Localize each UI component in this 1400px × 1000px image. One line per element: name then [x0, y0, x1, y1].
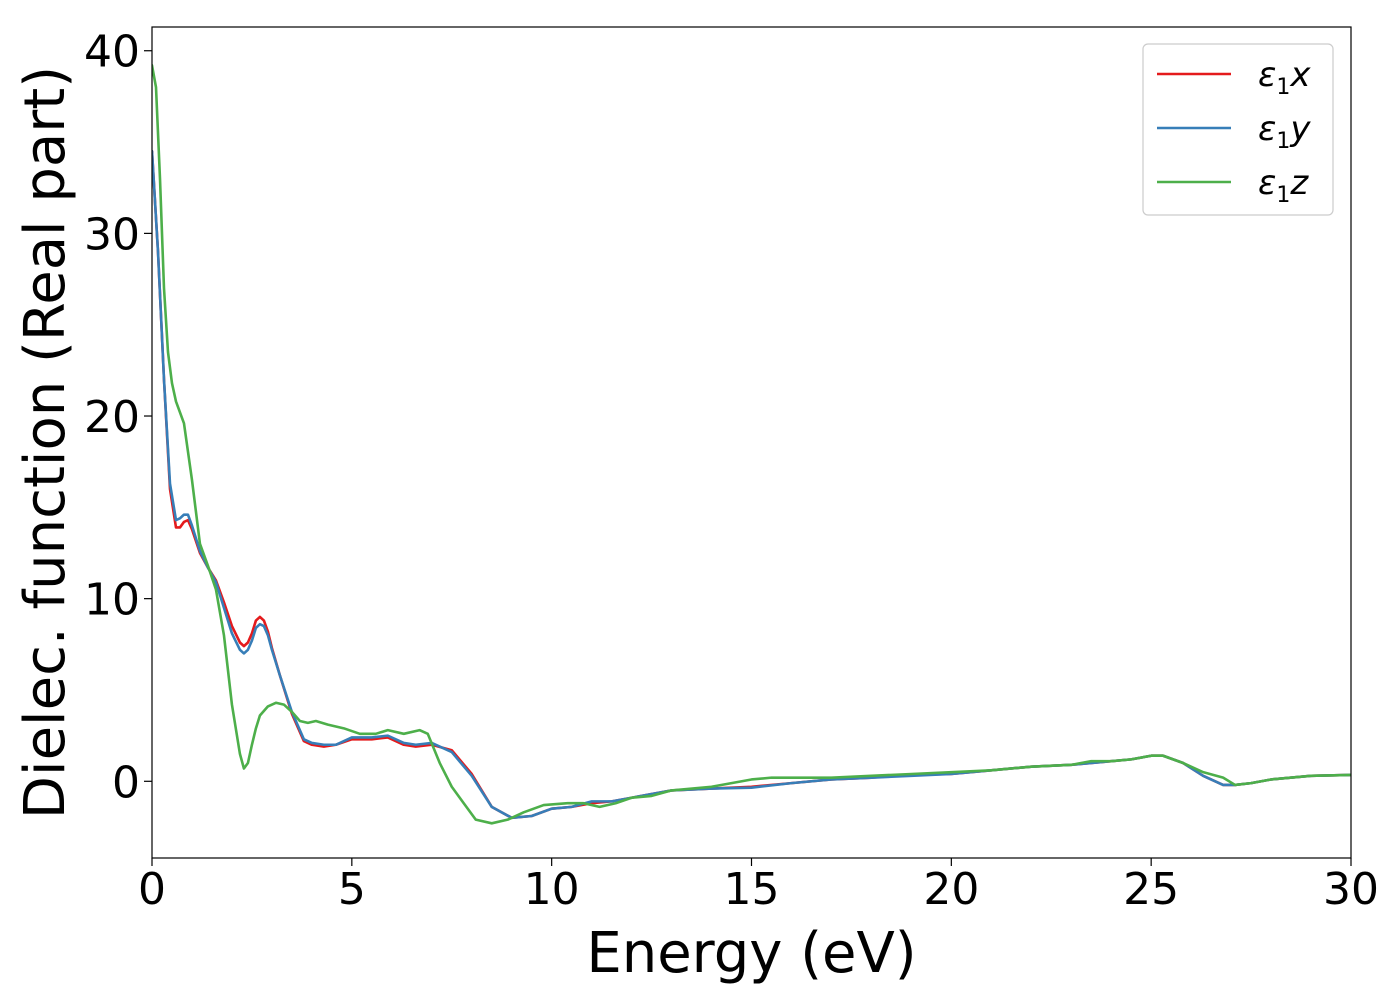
series-line-x [152, 149, 1351, 820]
legend-box [1142, 43, 1334, 216]
legend-label-y: ε1y [1258, 109, 1311, 154]
y-tick-label: 20 [84, 392, 140, 443]
y-tick-label: 0 [112, 757, 140, 808]
y-tick-label: 40 [84, 27, 140, 78]
x-tick-label: 0 [138, 864, 166, 915]
y-tick-label: 30 [84, 209, 140, 260]
axes-layer: 0 5 10 15 20 25 30 0 10 20 30 40 [84, 26, 1379, 915]
y-tick-label: 10 [84, 575, 140, 626]
x-tick-label: 15 [724, 864, 780, 915]
x-tick-label: 5 [338, 864, 366, 915]
x-tick-label: 25 [1123, 864, 1179, 915]
legend-label-z: ε1z [1258, 163, 1309, 208]
legend: ε1x ε1y ε1z [1142, 43, 1334, 216]
series-line-z [152, 64, 1351, 825]
legend-label-x: ε1x [1258, 55, 1311, 100]
x-tick-label: 10 [524, 864, 580, 915]
y-axis-label: Dielec. function (Real part) [13, 66, 78, 819]
x-tick-label: 20 [923, 864, 979, 915]
series-layer [152, 64, 1351, 825]
x-axis-label: Energy (eV) [586, 921, 916, 986]
x-tick-label: 30 [1323, 864, 1379, 915]
series-line-y [152, 149, 1351, 820]
